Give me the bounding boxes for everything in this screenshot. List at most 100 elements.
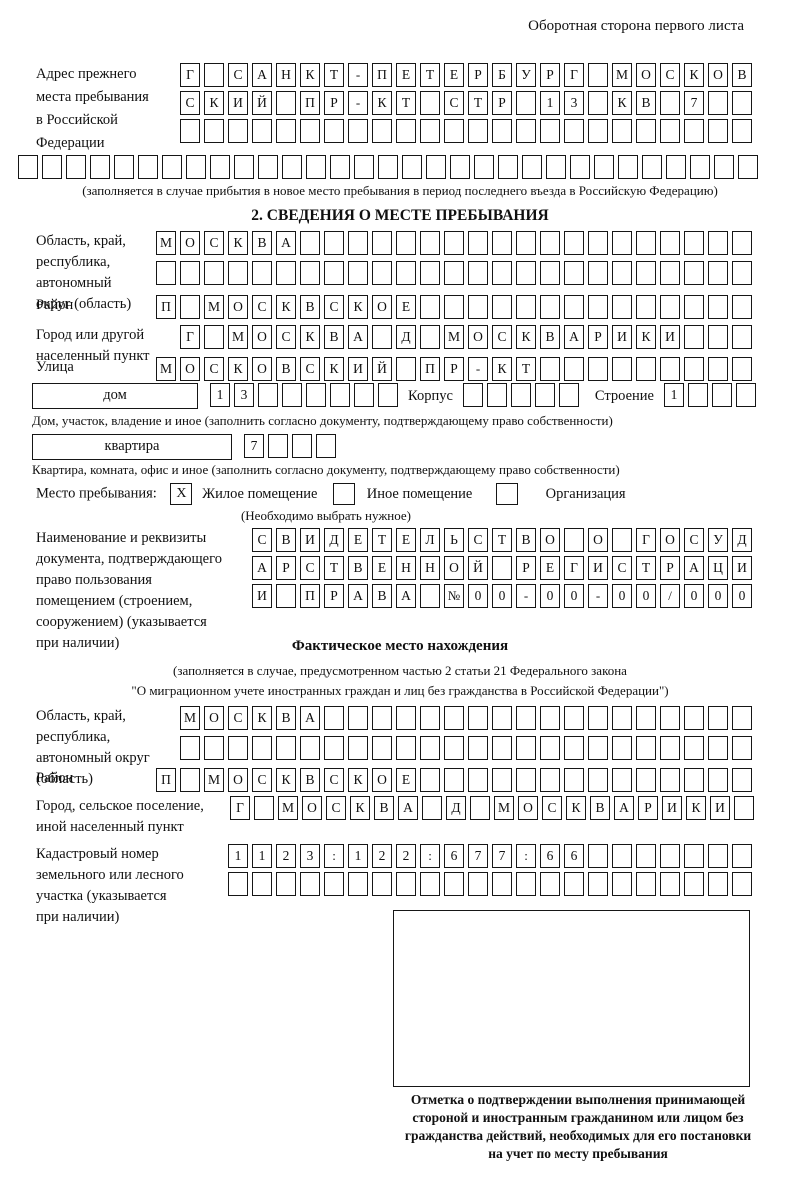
char-cell[interactable]: 0 (612, 584, 632, 608)
char-cell[interactable]: 7 (244, 434, 264, 458)
char-cell[interactable]: И (660, 325, 680, 349)
char-cell-empty[interactable] (564, 261, 584, 285)
char-cell-empty[interactable] (732, 706, 752, 730)
char-cell-empty[interactable] (708, 91, 728, 115)
char-cell-empty[interactable] (306, 155, 326, 179)
char-cell-empty[interactable] (588, 231, 608, 255)
char-cell-empty[interactable] (684, 119, 704, 143)
stay-type-checkbox-residential[interactable]: X (170, 483, 193, 505)
char-cell-empty[interactable] (300, 231, 320, 255)
char-cell-empty[interactable] (708, 768, 728, 792)
char-cell-empty[interactable] (540, 357, 560, 381)
char-cell[interactable]: В (372, 584, 392, 608)
char-cell-empty[interactable] (588, 872, 608, 896)
char-cell[interactable]: С (252, 768, 272, 792)
char-cell-empty[interactable] (684, 357, 704, 381)
char-cell[interactable]: А (276, 231, 296, 255)
char-cell-empty[interactable] (564, 706, 584, 730)
char-cell-empty[interactable] (276, 91, 296, 115)
char-cell-empty[interactable] (588, 91, 608, 115)
char-cell-empty[interactable] (636, 295, 656, 319)
char-cell[interactable]: С (252, 528, 272, 552)
char-cell-empty[interactable] (114, 155, 134, 179)
char-cell-empty[interactable] (204, 736, 224, 760)
char-cell[interactable]: К (228, 357, 248, 381)
char-cell-empty[interactable] (186, 155, 206, 179)
char-cell-empty[interactable] (687, 383, 708, 407)
char-cell[interactable]: 0 (636, 584, 656, 608)
char-cell[interactable]: К (300, 63, 320, 87)
char-cell[interactable]: И (588, 556, 608, 580)
char-cell[interactable]: Й (468, 556, 488, 580)
char-cell[interactable]: С (276, 325, 296, 349)
char-cell-empty[interactable] (732, 736, 752, 760)
char-cell-empty[interactable] (492, 231, 512, 255)
char-cell[interactable]: : (324, 844, 344, 868)
char-cell-empty[interactable] (420, 231, 440, 255)
char-cell-empty[interactable] (516, 261, 536, 285)
char-cell-empty[interactable] (162, 155, 182, 179)
char-cell-empty[interactable] (486, 383, 507, 407)
char-cell[interactable]: Н (420, 556, 440, 580)
char-cell[interactable]: : (420, 844, 440, 868)
char-cell-empty[interactable] (324, 706, 344, 730)
char-cell[interactable]: О (252, 357, 272, 381)
char-cell[interactable]: К (350, 796, 370, 820)
char-cell[interactable]: Б (492, 63, 512, 87)
char-cell[interactable]: В (252, 231, 272, 255)
char-cell-empty[interactable] (468, 295, 488, 319)
char-cell[interactable]: И (228, 91, 248, 115)
char-cell-empty[interactable] (470, 796, 490, 820)
char-cell-empty[interactable] (234, 155, 254, 179)
char-cell-empty[interactable] (420, 261, 440, 285)
char-cell-empty[interactable] (426, 155, 446, 179)
char-cell[interactable]: Т (372, 528, 392, 552)
char-cell-empty[interactable] (684, 768, 704, 792)
char-cell-empty[interactable] (558, 383, 579, 407)
char-cell-empty[interactable] (276, 872, 296, 896)
char-cell[interactable]: О (228, 768, 248, 792)
char-cell-empty[interactable] (636, 261, 656, 285)
char-cell[interactable]: 2 (276, 844, 296, 868)
char-cell-empty[interactable] (636, 119, 656, 143)
char-cell-empty[interactable] (396, 872, 416, 896)
char-cell-empty[interactable] (636, 872, 656, 896)
char-cell-empty[interactable] (474, 155, 494, 179)
char-cell[interactable]: В (324, 325, 344, 349)
char-cell-empty[interactable] (300, 119, 320, 143)
char-cell-empty[interactable] (396, 736, 416, 760)
char-cell[interactable]: К (348, 295, 368, 319)
char-cell-empty[interactable] (612, 706, 632, 730)
char-cell-empty[interactable] (468, 872, 488, 896)
char-cell[interactable]: М (228, 325, 248, 349)
char-cell-empty[interactable] (258, 155, 278, 179)
char-cell-empty[interactable] (354, 155, 374, 179)
char-cell-empty[interactable] (396, 706, 416, 730)
char-cell[interactable]: Р (468, 63, 488, 87)
stay-type-checkbox-organization[interactable] (495, 483, 518, 505)
char-cell[interactable]: О (444, 556, 464, 580)
char-cell[interactable]: С (684, 528, 704, 552)
char-cell-empty[interactable] (348, 261, 368, 285)
char-cell-empty[interactable] (540, 231, 560, 255)
char-cell[interactable]: 0 (564, 584, 584, 608)
char-cell[interactable]: В (590, 796, 610, 820)
char-cell[interactable]: 1 (252, 844, 272, 868)
char-cell[interactable]: Н (276, 63, 296, 87)
char-cell-empty[interactable] (708, 231, 728, 255)
char-cell[interactable]: Д (396, 325, 416, 349)
char-cell-empty[interactable] (378, 155, 398, 179)
char-cell[interactable]: О (588, 528, 608, 552)
char-cell-empty[interactable] (228, 872, 248, 896)
char-cell[interactable]: К (516, 325, 536, 349)
char-cell[interactable]: 2 (372, 844, 392, 868)
char-cell-empty[interactable] (180, 119, 200, 143)
char-cell-empty[interactable] (666, 155, 686, 179)
char-cell-empty[interactable] (732, 231, 752, 255)
char-cell[interactable]: П (300, 584, 320, 608)
char-cell[interactable]: - (588, 584, 608, 608)
char-cell-empty[interactable] (564, 357, 584, 381)
char-cell[interactable]: 0 (708, 584, 728, 608)
char-cell-empty[interactable] (708, 119, 728, 143)
char-cell[interactable]: С (660, 63, 680, 87)
